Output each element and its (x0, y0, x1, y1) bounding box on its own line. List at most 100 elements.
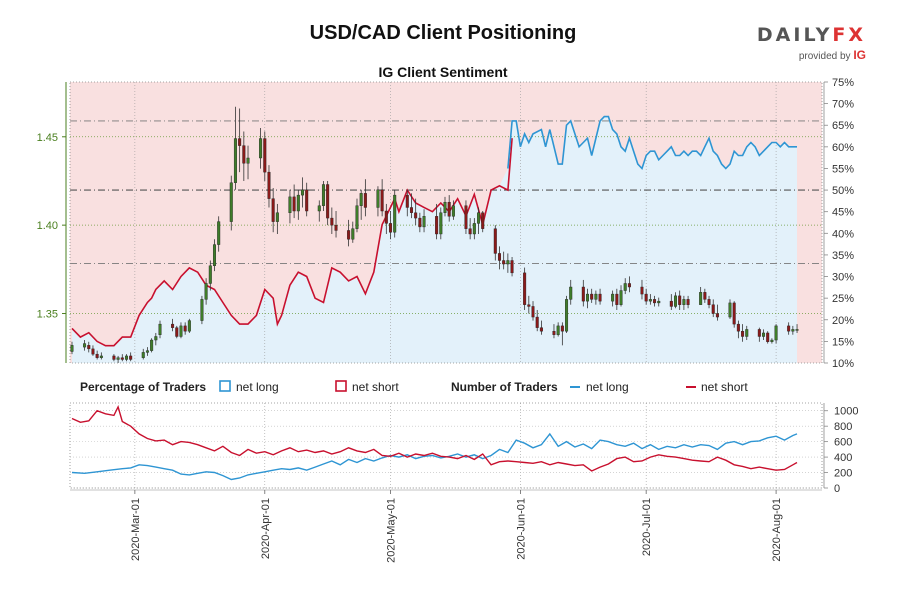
candle-body (443, 201, 447, 213)
count-tick-label: 400 (834, 452, 852, 464)
candle-body (451, 205, 455, 217)
candle-body (623, 283, 627, 291)
lower-frame (69, 402, 823, 489)
pct-tick-label: 70% (832, 99, 854, 111)
candle-body (741, 330, 745, 337)
candle-body (728, 302, 732, 318)
candle-body (619, 290, 623, 305)
pct-tick-label: 35% (832, 250, 854, 262)
pct-tick-label: 20% (832, 315, 854, 327)
candle-body (95, 353, 99, 358)
candle-body (770, 339, 774, 342)
pct-tick-label: 10% (832, 358, 854, 370)
pct-tick-label: 50% (832, 185, 854, 197)
count-tick-label: 600 (834, 437, 852, 449)
candle-body (703, 292, 707, 300)
candle-body (301, 189, 305, 196)
candle-body (292, 196, 296, 212)
candle-body (787, 325, 791, 332)
candle-body (447, 201, 451, 217)
candle-body (795, 329, 799, 331)
candle-body (523, 272, 527, 305)
candle-body (242, 145, 246, 164)
x-tick-label: 2020-Apr-01 (260, 498, 272, 559)
price-tick-label: 1.45 (37, 132, 58, 144)
candle-body (384, 210, 388, 224)
candle-body (330, 217, 334, 226)
candle-body (552, 330, 556, 335)
candle-body (334, 224, 338, 231)
pct-tick-label: 30% (832, 272, 854, 284)
candle-body (594, 293, 598, 300)
legend-num-short-label: net short (701, 380, 748, 394)
candle-body (493, 228, 497, 254)
candle-body (774, 325, 778, 341)
candle-body (653, 299, 657, 304)
candle-body (129, 355, 133, 360)
candle-body (116, 357, 120, 360)
candle-body (347, 230, 351, 240)
candle-body (208, 265, 212, 284)
candle-body (246, 157, 250, 164)
candle-body (669, 300, 673, 307)
candle-body (590, 293, 594, 300)
candle-body (217, 221, 221, 245)
candle-body (175, 327, 179, 337)
brand-logo: DAILYFX provided by IG (757, 24, 866, 62)
candle-body (263, 138, 267, 173)
candle-body (99, 355, 103, 358)
candle-body (200, 299, 204, 321)
candle-body (150, 339, 154, 351)
candle-body (275, 212, 279, 222)
x-tick-label: 2020-Jun-01 (515, 498, 527, 560)
candle-body (502, 260, 506, 265)
candle-body (183, 325, 187, 332)
candle-body (766, 332, 770, 342)
candle-body (70, 345, 74, 352)
candle-body (615, 293, 619, 305)
candle-body (477, 212, 481, 224)
candle-body (745, 329, 749, 337)
candle-body (644, 293, 648, 302)
candle-body (598, 293, 602, 302)
pct-tick-label: 15% (832, 336, 854, 348)
legend-pct-title: Percentage of Traders (80, 380, 206, 394)
candle-body (187, 320, 191, 332)
candle-body (145, 350, 149, 353)
count-tick-label: 1000 (834, 406, 858, 418)
candle-body (305, 189, 309, 212)
candle-body (506, 260, 510, 265)
candle-body (435, 216, 439, 235)
chart-title: USD/CAD Client Positioning (309, 22, 577, 44)
candle-body (414, 212, 418, 219)
candle-body (91, 348, 95, 355)
candle-body (510, 260, 514, 274)
candle-body (288, 196, 292, 213)
candle-body (674, 295, 678, 307)
pct-net-short-line (71, 138, 513, 347)
candle-body (355, 205, 359, 229)
candle-body (389, 223, 393, 233)
candle-body (732, 302, 736, 325)
x-tick-label: 2020-Aug-01 (771, 498, 783, 562)
x-tick-label: 2020-Mar-01 (130, 498, 142, 561)
pct-tick-label: 75% (832, 77, 854, 89)
candle-body (120, 357, 124, 360)
candle-body (422, 216, 426, 228)
candle-body (527, 304, 531, 307)
candle-body (376, 189, 380, 208)
candle-body (481, 212, 485, 229)
candle-body (472, 223, 476, 235)
candle-body (791, 329, 795, 332)
candle-body (539, 327, 543, 332)
candle-body (640, 286, 644, 295)
legend-pct-short-swatch (335, 380, 347, 392)
candle-body (565, 299, 569, 332)
candle-body (83, 343, 87, 348)
candle-body (409, 207, 413, 213)
candle-body (648, 299, 652, 302)
candle-body (359, 193, 363, 206)
candle-body (171, 323, 175, 328)
brand-sub: provided by IG (798, 48, 866, 62)
